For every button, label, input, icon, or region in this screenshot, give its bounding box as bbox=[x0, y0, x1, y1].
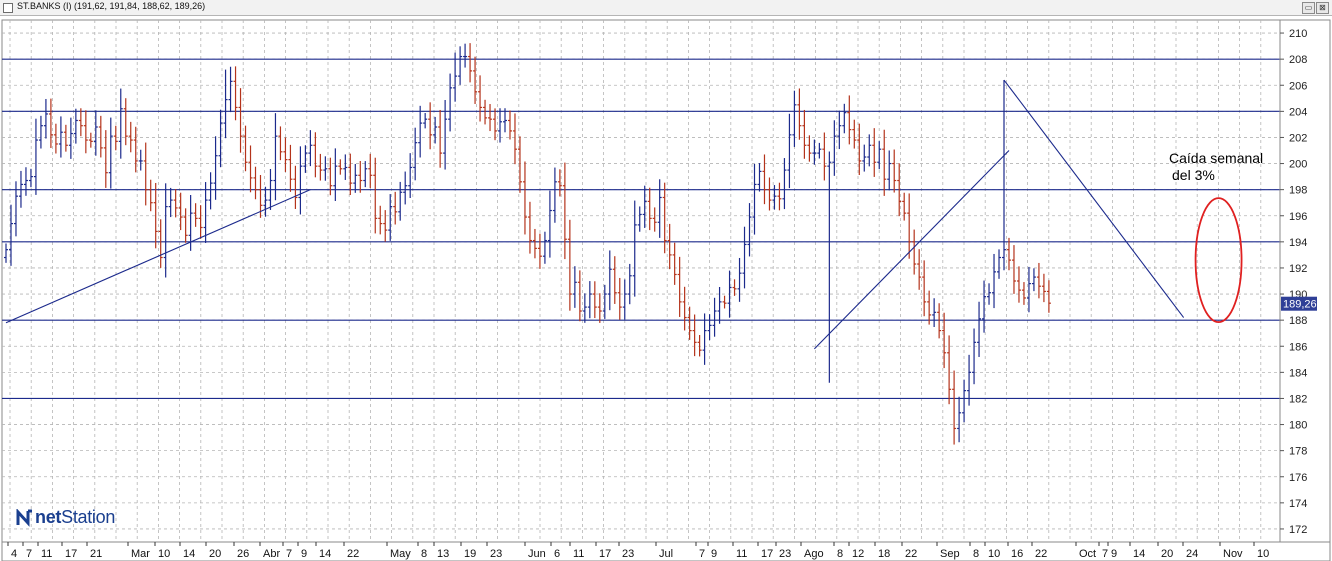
plot-area[interactable] bbox=[1, 19, 1281, 543]
highlight-ellipse bbox=[1194, 197, 1243, 324]
last-price-marker bbox=[1281, 296, 1317, 311]
y-axis-tick-label: 186 bbox=[1289, 341, 1307, 353]
x-axis-tick-label: 22 bbox=[1035, 548, 1047, 560]
y-axis-tick-label: 182 bbox=[1289, 393, 1307, 405]
logo-prefix: net bbox=[35, 507, 62, 527]
x-axis-tick-label: 4 bbox=[11, 548, 17, 560]
x-axis-tick-label: 21 bbox=[90, 548, 102, 560]
y-axis-tick-label: 192 bbox=[1289, 263, 1307, 275]
y-axis-tick-label: 204 bbox=[1289, 106, 1307, 118]
annotation-line-2: del 3% bbox=[1172, 167, 1215, 183]
x-axis-tick-label: Sep bbox=[940, 548, 960, 560]
x-axis-tick-label: 19 bbox=[464, 548, 476, 560]
logo-suffix: Station bbox=[61, 507, 116, 527]
netstation-logo-icon bbox=[16, 508, 32, 527]
x-axis-tick-label: 11 bbox=[41, 548, 52, 560]
trendline[interactable] bbox=[5, 189, 311, 324]
x-axis-tick-label: 20 bbox=[209, 548, 221, 560]
x-axis-tick-label: 14 bbox=[183, 548, 195, 560]
restore-button[interactable]: ▭ bbox=[1302, 2, 1315, 14]
x-axis-tick-label: 7 bbox=[699, 548, 705, 560]
x-axis-tick-label: 12 bbox=[852, 548, 864, 560]
chart-window-icon[interactable] bbox=[3, 3, 13, 13]
trendline[interactable] bbox=[1003, 79, 1185, 318]
x-axis-tick-label: Nov bbox=[1223, 548, 1243, 560]
x-axis-tick-label: Oct bbox=[1079, 548, 1096, 560]
y-axis bbox=[1279, 19, 1331, 543]
y-axis-tick-label: 188 bbox=[1289, 315, 1307, 327]
x-axis-tick-label: Jun bbox=[528, 548, 546, 560]
window-titlebar: ST.BANKS (I) (191,62, 191,84, 188,62, 18… bbox=[0, 0, 1332, 16]
x-axis-tick-label: 7 bbox=[26, 548, 32, 560]
x-axis-tick-label: 16 bbox=[1011, 548, 1023, 560]
x-axis-tick-label: 24 bbox=[1186, 548, 1198, 560]
x-axis-tick-label: 22 bbox=[347, 548, 359, 560]
x-axis-tick-label: 11 bbox=[573, 548, 584, 560]
x-axis-tick-label: 14 bbox=[319, 548, 331, 560]
x-axis-tick-label: 26 bbox=[237, 548, 249, 560]
x-axis-tick-label: 6 bbox=[554, 548, 560, 560]
logo-text: netStation bbox=[35, 507, 115, 528]
x-axis-tick-label: 8 bbox=[837, 548, 843, 560]
x-axis-tick-label: 11 bbox=[736, 548, 747, 560]
x-axis-tick-label: May bbox=[390, 548, 411, 560]
x-axis-tick-label: 23 bbox=[490, 548, 502, 560]
window-title: ST.BANKS (I) (191,62, 191,84, 188,62, 18… bbox=[17, 1, 206, 11]
y-axis-tick-label: 178 bbox=[1289, 446, 1307, 458]
y-axis-tick-label: 202 bbox=[1289, 132, 1307, 144]
x-axis-tick-label: 23 bbox=[779, 548, 791, 560]
y-axis-tick-label: 200 bbox=[1289, 159, 1307, 171]
x-axis-tick-label: 17 bbox=[761, 548, 773, 560]
annotation-line-1: Caída semanal bbox=[1169, 150, 1264, 166]
chart-annotation: Caída semanal del 3% bbox=[1169, 150, 1263, 184]
trendline[interactable] bbox=[813, 150, 1010, 350]
y-axis-tick-label: 184 bbox=[1289, 367, 1307, 379]
x-axis-tick-label: 17 bbox=[65, 548, 77, 560]
x-axis-tick-label: 10 bbox=[1257, 548, 1269, 560]
x-axis-tick-label: 7 bbox=[286, 548, 292, 560]
x-axis-tick-label: 9 bbox=[711, 548, 717, 560]
ohlc-chart[interactable]: 1721741761781801821841861881901921941961… bbox=[0, 16, 1332, 561]
x-axis-tick-label: 10 bbox=[158, 548, 170, 560]
x-axis-tick-label: Mar bbox=[131, 548, 150, 560]
y-axis-tick-label: 208 bbox=[1289, 54, 1307, 66]
x-axis-tick-label: 22 bbox=[905, 548, 917, 560]
y-axis-tick-label: 180 bbox=[1289, 420, 1307, 432]
x-axis-tick-label: Jul bbox=[659, 548, 673, 560]
x-axis-tick-label: 20 bbox=[1161, 548, 1173, 560]
x-axis-tick-label: 9 bbox=[1111, 548, 1117, 560]
y-axis-tick-label: 176 bbox=[1289, 472, 1307, 484]
x-axis-tick-label: 8 bbox=[421, 548, 427, 560]
last-price-label: 189,26 bbox=[1283, 299, 1317, 311]
x-axis-tick-label: 13 bbox=[437, 548, 449, 560]
y-axis-tick-label: 194 bbox=[1289, 237, 1307, 249]
x-axis-tick-label: 9 bbox=[301, 548, 307, 560]
y-axis-tick-label: 198 bbox=[1289, 185, 1307, 197]
netstation-logo: netStation bbox=[16, 507, 115, 528]
x-axis-tick-label: 17 bbox=[599, 548, 611, 560]
x-axis-tick-label: 10 bbox=[988, 548, 1000, 560]
y-axis-tick-label: 172 bbox=[1289, 524, 1307, 536]
x-axis-tick-label: 23 bbox=[622, 548, 634, 560]
x-axis-tick-label: Ago bbox=[804, 548, 824, 560]
x-axis-tick-label: 14 bbox=[1133, 548, 1145, 560]
y-axis-tick-label: 174 bbox=[1289, 498, 1307, 510]
x-axis-tick-label: 8 bbox=[973, 548, 979, 560]
x-axis-tick-label: Abr bbox=[263, 548, 280, 560]
x-axis bbox=[1, 541, 1331, 561]
y-axis-tick-label: 206 bbox=[1289, 80, 1307, 92]
x-axis-tick-label: 7 bbox=[1102, 548, 1108, 560]
close-button[interactable]: ⊠ bbox=[1316, 2, 1329, 14]
x-axis-tick-label: 18 bbox=[878, 548, 890, 560]
y-axis-tick-label: 196 bbox=[1289, 211, 1307, 223]
y-axis-tick-label: 210 bbox=[1289, 28, 1307, 40]
